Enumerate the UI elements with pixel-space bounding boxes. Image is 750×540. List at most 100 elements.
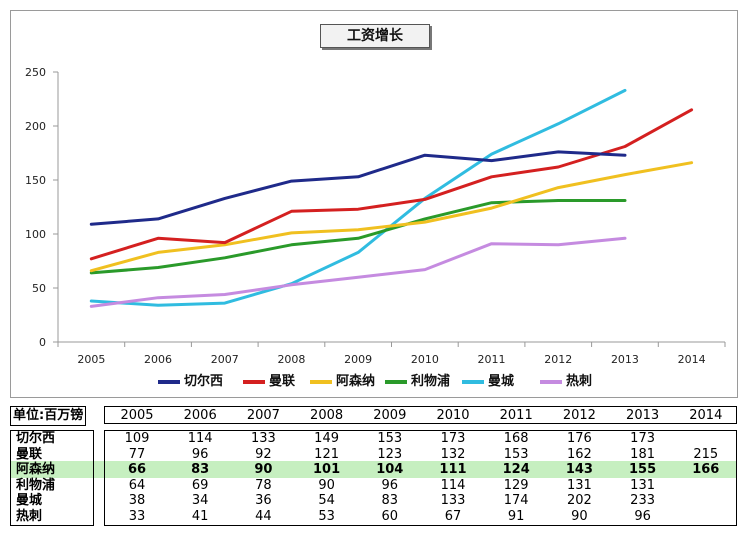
x-tick-label: 2007: [211, 353, 239, 366]
series-line-5: [89, 236, 627, 308]
x-tick-label: 2008: [277, 353, 305, 366]
y-tick-label: 200: [25, 120, 46, 133]
year-header-cell: 2014: [689, 408, 723, 423]
legend-swatch: [540, 379, 562, 384]
table-cell: 54: [318, 493, 335, 508]
x-tick-label: 2012: [544, 353, 572, 366]
table-cell: 155: [629, 462, 657, 477]
table-cell: 90: [254, 462, 273, 477]
table-cell: 215: [693, 446, 719, 462]
table-cell: 121: [314, 446, 339, 462]
legend-label: 曼城: [488, 374, 515, 389]
series-line-2: [89, 161, 694, 273]
table-cell: 114: [187, 431, 213, 446]
series-line-1: [89, 108, 694, 261]
year-header-cell: 2005: [120, 408, 154, 423]
unit-label: 单位:百万镑: [10, 406, 87, 426]
table-cell: 91: [507, 508, 525, 524]
x-tick-label: 2014: [678, 353, 706, 366]
table-cell: 202: [566, 493, 592, 508]
table-cell: 124: [502, 462, 530, 477]
chart-title: 工资增长: [320, 24, 430, 48]
table-cell: 67: [444, 508, 462, 524]
table-cell: 233: [630, 493, 655, 508]
row-name: 切尔西: [16, 431, 56, 446]
row-name: 热刺: [16, 508, 43, 524]
table-cell: 64: [128, 477, 146, 493]
line-chart: 0 50 100 150 200 250 2005 2006 2007 2008 2009 2010 2…: [25, 66, 726, 366]
y-tick-label: 150: [25, 174, 46, 187]
table-cell: 114: [440, 477, 466, 493]
series-line-4: [89, 88, 627, 307]
row-name: 阿森纳: [16, 462, 56, 477]
series-line-3: [89, 199, 627, 275]
table-cell: 123: [377, 446, 403, 462]
legend-swatch: [385, 379, 407, 384]
table-cell: 153: [377, 431, 403, 446]
y-tick-label: 0: [39, 336, 46, 349]
y-tick-label: 50: [32, 282, 46, 295]
table-cell: 132: [440, 446, 466, 462]
table-cell: 92: [255, 446, 272, 462]
series-line-0: [89, 150, 627, 226]
year-header-cell: 2007: [246, 408, 280, 423]
legend-swatch: [310, 379, 332, 384]
table-cell: 34: [191, 493, 209, 508]
table-cell: 41: [191, 508, 209, 524]
x-tick-label: 2005: [77, 353, 105, 366]
table-cell: 176: [566, 431, 592, 446]
y-tick-label: 250: [25, 66, 46, 79]
highlight-row-bar: [10, 461, 737, 478]
table-cell: 129: [503, 477, 529, 493]
year-header-cell: 2012: [562, 408, 596, 423]
table-cell: 96: [634, 508, 651, 524]
legend-item: 利物浦: [385, 372, 450, 392]
legend-swatch: [243, 379, 265, 384]
table-cell: 90: [318, 477, 335, 493]
legend-label: 曼联: [269, 374, 296, 389]
table-cell: 181: [630, 446, 655, 462]
legend-label: 利物浦: [411, 374, 451, 389]
table-cell: 166: [692, 462, 720, 477]
table-cell: 162: [566, 446, 592, 462]
year-header-cell: 2008: [310, 408, 344, 423]
table-cell: 111: [439, 462, 467, 477]
legend-label: 阿森纳: [336, 374, 376, 389]
x-tick-label: 2013: [611, 353, 639, 366]
table-cell: 78: [255, 477, 272, 493]
table-cell: 53: [318, 508, 335, 524]
table-cell: 96: [381, 477, 399, 493]
legend-item: 热刺: [540, 372, 592, 392]
table-cell: 149: [314, 431, 339, 446]
table-cell: 36: [255, 493, 272, 508]
table-cell: 77: [128, 446, 146, 462]
legend-label: 热刺: [566, 374, 593, 389]
table-cell: 101: [313, 462, 341, 477]
table-cell: 131: [630, 477, 655, 493]
table-cell: 44: [255, 508, 272, 524]
year-header-cell: 2011: [499, 408, 533, 423]
x-tick-label: 2006: [144, 353, 172, 366]
table-cell: 143: [565, 462, 593, 477]
table-cell: 33: [128, 508, 146, 524]
legend-item: 曼联: [243, 372, 295, 392]
y-tick-label: 100: [25, 228, 46, 241]
table-cell: 174: [503, 493, 529, 508]
legend-label: 切尔西: [184, 374, 224, 389]
table-cell: 109: [124, 431, 150, 446]
legend-item: 曼城: [462, 372, 514, 392]
x-tick-label: 2011: [478, 353, 506, 366]
table-cell: 83: [381, 493, 399, 508]
team-name-box: [10, 430, 94, 526]
year-header-cell: 2009: [373, 408, 407, 423]
table-cell: 69: [191, 477, 209, 493]
row-name: 曼城: [16, 493, 43, 508]
table-cell: 96: [191, 446, 209, 462]
legend-item: 阿森纳: [310, 372, 375, 392]
table-cell: 173: [630, 431, 655, 446]
table-cell: 131: [566, 477, 592, 493]
legend-swatch: [462, 379, 484, 384]
table-cell: 38: [128, 493, 146, 508]
table-cell: 66: [127, 462, 147, 477]
chart-frame: [10, 10, 738, 398]
